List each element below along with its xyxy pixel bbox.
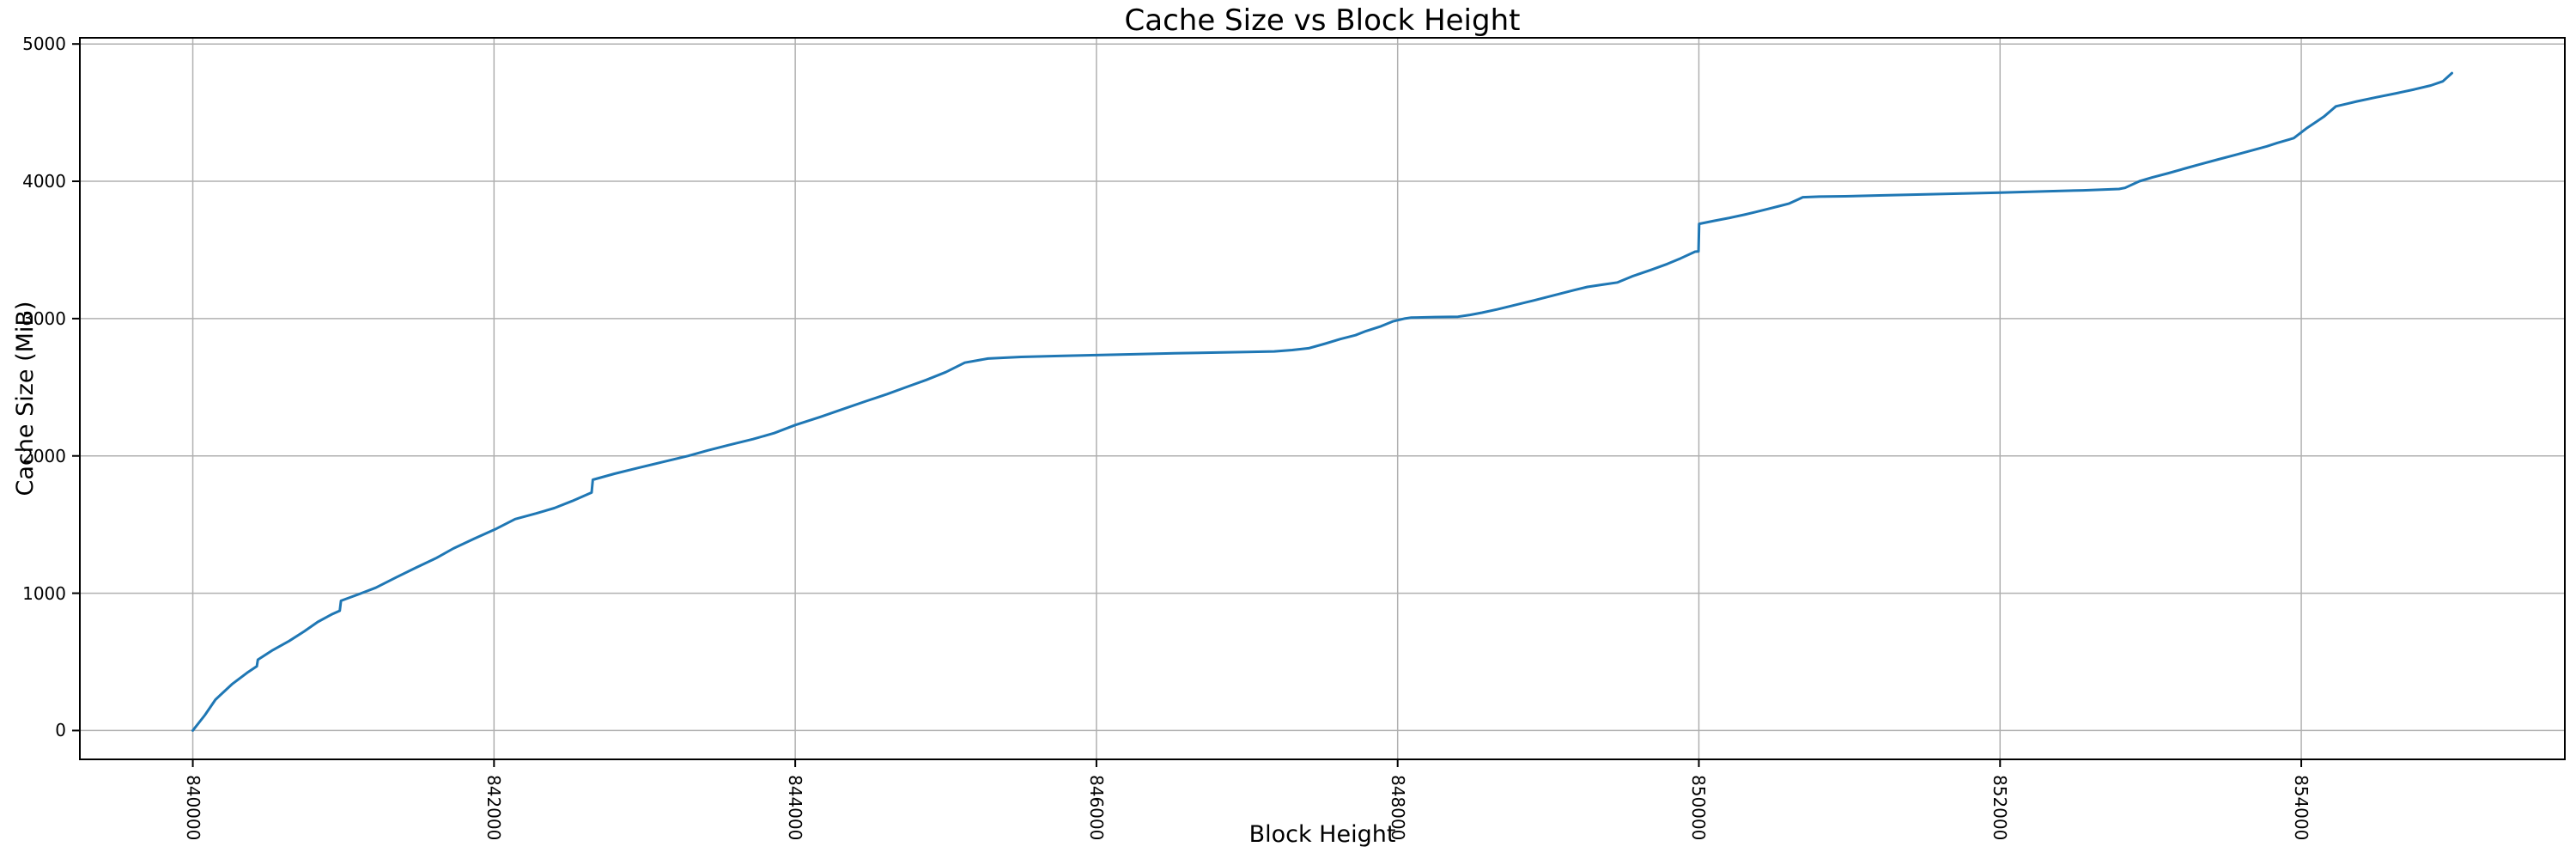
gridlines [80,38,2565,759]
y-tick-label: 2000 [22,445,66,466]
x-tick-label: 848000 [1387,775,1408,841]
x-tick-label: 854000 [2291,775,2312,841]
plot-border [79,37,2566,760]
x-tick-label: 844000 [785,775,806,841]
y-tick-label: 5000 [22,34,66,55]
chart-title: Cache Size vs Block Height [1124,3,1521,38]
x-tick-label: 842000 [483,775,505,841]
axis-ticks [72,43,2303,767]
x-tick-label: 846000 [1085,775,1107,841]
x-tick-label: 840000 [182,775,204,841]
x-axis-label: Block Height [1249,821,1396,848]
y-tick-label: 1000 [22,582,66,604]
x-tick-label: 852000 [1990,775,2011,841]
cache-size-line [191,71,2453,732]
y-tick-label: 3000 [22,308,66,329]
x-tick-label: 850000 [1688,775,1710,841]
y-tick-label: 4000 [22,171,66,192]
y-tick-label: 0 [55,720,66,741]
y-axis-label: Cache Size (MiB) [12,301,39,497]
